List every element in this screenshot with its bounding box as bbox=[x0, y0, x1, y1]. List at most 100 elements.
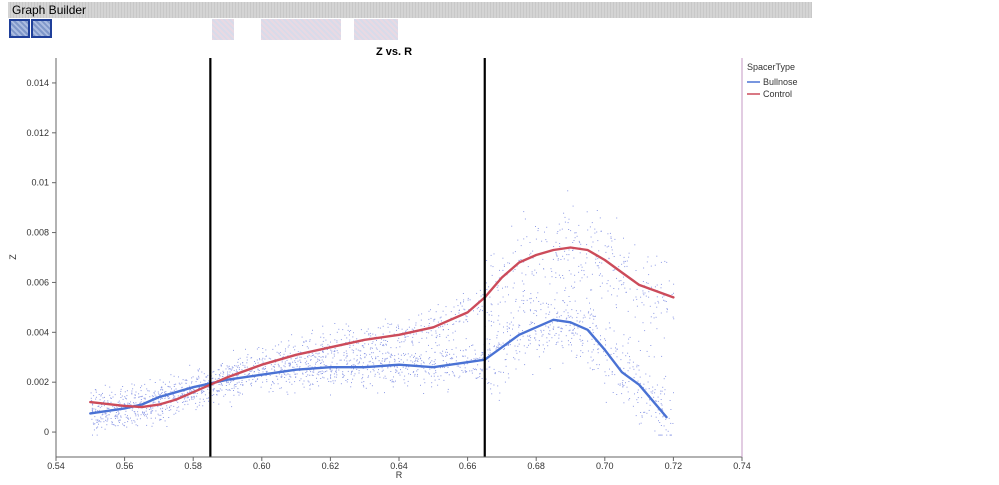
scatter-point bbox=[523, 300, 525, 302]
scatter-point bbox=[318, 359, 320, 361]
scatter-point bbox=[610, 347, 612, 349]
legend[interactable]: SpacerType Bullnose Control bbox=[747, 62, 798, 99]
scatter-point bbox=[521, 280, 523, 282]
scatter-point bbox=[159, 394, 161, 396]
scatter-point bbox=[168, 410, 170, 411]
scatter-point bbox=[625, 382, 626, 384]
scatter-point bbox=[600, 339, 602, 341]
scatter-point bbox=[193, 389, 195, 391]
scatter-point bbox=[591, 313, 593, 315]
scatter-point bbox=[543, 268, 544, 270]
scatter-point bbox=[596, 210, 598, 211]
scatter-point bbox=[276, 351, 278, 353]
scatter-point bbox=[241, 369, 243, 371]
scatter-point bbox=[523, 261, 525, 263]
scatter-point bbox=[395, 372, 397, 373]
scatter-point bbox=[197, 369, 199, 371]
scatter-point bbox=[576, 354, 578, 356]
y-axis-title[interactable]: Z bbox=[8, 254, 18, 260]
scatter-point bbox=[150, 411, 152, 413]
scatter-point bbox=[397, 324, 399, 326]
x-axis-title[interactable]: R bbox=[396, 470, 403, 480]
scatter-point bbox=[397, 372, 399, 374]
scatter-point bbox=[152, 410, 154, 412]
scatter-point bbox=[595, 262, 596, 264]
scatter-point bbox=[475, 377, 477, 379]
scatter-point bbox=[428, 318, 430, 320]
scatter-point bbox=[245, 381, 247, 383]
scatter-point bbox=[403, 353, 404, 355]
scatter-point bbox=[372, 362, 374, 363]
scatter-point bbox=[324, 365, 326, 367]
scatter-point bbox=[386, 344, 387, 346]
scatter-point bbox=[650, 316, 652, 318]
scatter-point bbox=[461, 305, 463, 307]
scatter-point bbox=[244, 365, 246, 367]
scatter-point bbox=[491, 393, 493, 395]
scatter-point bbox=[167, 396, 169, 397]
scatter-point bbox=[556, 321, 558, 323]
scatter-point bbox=[172, 395, 174, 397]
scatter-point bbox=[465, 370, 466, 372]
scatter-point bbox=[158, 402, 160, 404]
scatter-point bbox=[409, 333, 411, 335]
scatter-point bbox=[115, 412, 117, 413]
scatter-point bbox=[283, 353, 285, 355]
scatter-point bbox=[447, 388, 449, 390]
scatter-point bbox=[624, 260, 626, 262]
scatter-point bbox=[586, 253, 587, 255]
scatter-point bbox=[537, 292, 539, 294]
scatter-point bbox=[462, 355, 463, 357]
scatter-point bbox=[592, 329, 594, 331]
scatter-point bbox=[361, 378, 363, 380]
scatter-point bbox=[167, 385, 169, 387]
scatter-point bbox=[281, 361, 283, 363]
group-x-drop-zone[interactable] bbox=[212, 19, 234, 40]
scatter-point bbox=[555, 333, 557, 334]
scatter-point bbox=[133, 403, 135, 405]
scatter-point bbox=[557, 341, 559, 343]
scatter-point bbox=[274, 345, 276, 347]
series-line-bullnose[interactable] bbox=[89, 318, 668, 419]
scatter-point bbox=[507, 344, 509, 346]
scatter-point bbox=[605, 401, 607, 403]
scatter-point bbox=[354, 373, 356, 375]
scatter-point bbox=[497, 289, 499, 291]
scatter-point bbox=[503, 326, 504, 328]
scatter-point bbox=[280, 352, 281, 353]
scatter-point bbox=[445, 351, 447, 353]
scatter-point bbox=[189, 389, 191, 391]
series-line-control[interactable] bbox=[89, 246, 675, 409]
scatter-point bbox=[114, 416, 116, 418]
scatter-point bbox=[645, 388, 647, 390]
scatter-point bbox=[233, 394, 235, 396]
scatter-point bbox=[479, 310, 481, 312]
scatter-point bbox=[164, 391, 165, 393]
scatter-point bbox=[135, 413, 137, 415]
scatter-point bbox=[187, 396, 189, 398]
smoother-element-button[interactable] bbox=[31, 19, 52, 38]
chart-title: Z vs. R bbox=[376, 46, 412, 58]
scatter-point bbox=[467, 321, 469, 323]
scatter-point bbox=[335, 376, 337, 378]
plot-area[interactable] bbox=[56, 58, 742, 457]
scatter-point bbox=[460, 302, 462, 304]
scatter-point bbox=[182, 408, 184, 410]
scatter-point bbox=[497, 344, 499, 346]
scatter-point bbox=[233, 390, 234, 391]
wrap-drop-zone[interactable] bbox=[354, 19, 398, 40]
scatter-point bbox=[334, 380, 336, 382]
scatter-point bbox=[170, 405, 172, 407]
scatter-point bbox=[106, 424, 108, 426]
points-element-button[interactable] bbox=[9, 19, 30, 38]
scatter-point bbox=[648, 409, 650, 411]
scatter-point bbox=[307, 365, 309, 367]
page-drop-zone[interactable] bbox=[261, 19, 341, 40]
scatter-point bbox=[306, 340, 307, 342]
scatter-point bbox=[650, 322, 652, 324]
scatter-point bbox=[656, 306, 658, 308]
scatter-point bbox=[96, 427, 98, 429]
scatter-point bbox=[571, 337, 573, 339]
scatter-point bbox=[336, 341, 338, 343]
scatter-point bbox=[104, 396, 105, 398]
